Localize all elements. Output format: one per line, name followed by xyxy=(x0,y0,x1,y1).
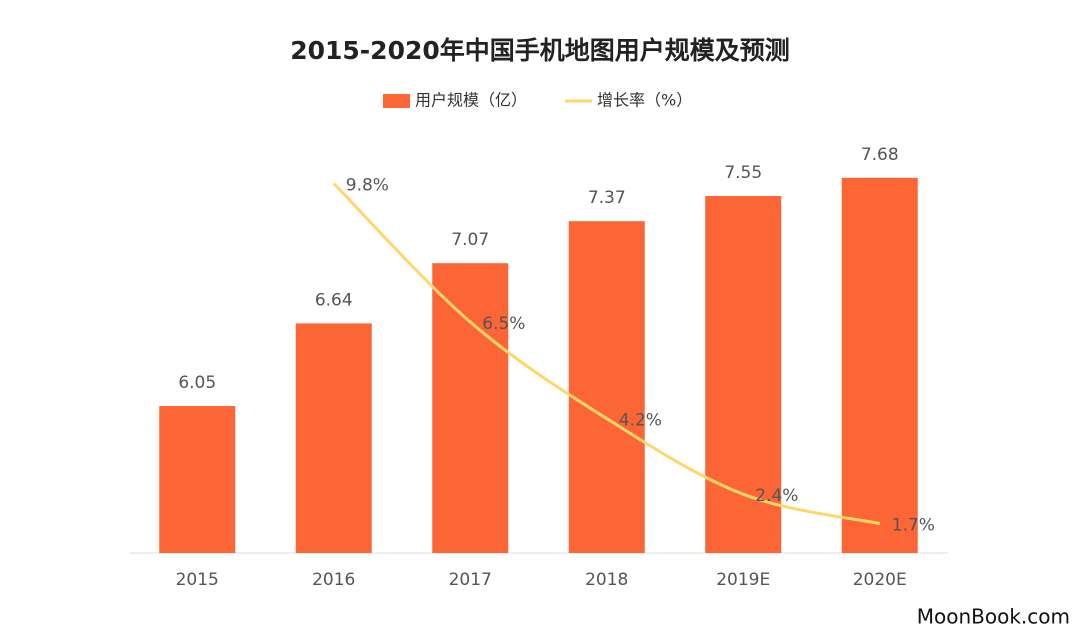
bar xyxy=(568,221,645,553)
bar xyxy=(841,177,918,554)
legend-swatch xyxy=(383,94,410,108)
x-tick-label: 2016 xyxy=(312,570,355,590)
chart-title: 2015-2020年中国手机地图用户规模及预测 xyxy=(290,36,790,65)
legend-label: 用户规模（亿） xyxy=(415,91,527,110)
data-label: 6.05 xyxy=(178,373,216,393)
x-tick-label: 2015 xyxy=(176,570,219,590)
data-label: 7.07 xyxy=(451,230,489,250)
data-label: 4.2% xyxy=(619,411,662,431)
x-tick-label: 2017 xyxy=(449,570,492,590)
data-label: 7.37 xyxy=(588,188,626,208)
data-label: 7.55 xyxy=(724,163,762,183)
line xyxy=(332,182,881,526)
bar xyxy=(159,406,236,553)
x-tick-label: 2020E xyxy=(853,570,907,590)
data-label: 6.5% xyxy=(482,314,525,334)
bar xyxy=(432,263,509,553)
x-tick-label: 2018 xyxy=(585,570,628,590)
data-label: 1.7% xyxy=(892,516,935,536)
x-tick-label: 2019E xyxy=(716,570,770,590)
data-label: 2.4% xyxy=(755,486,798,506)
data-label: 9.8% xyxy=(346,175,389,195)
data-label: 7.68 xyxy=(861,145,899,165)
legend-label: 增长率（%） xyxy=(597,91,692,110)
watermark: MoonBook.com xyxy=(917,605,1070,629)
bar xyxy=(295,323,372,553)
data-label: 6.64 xyxy=(315,290,353,310)
